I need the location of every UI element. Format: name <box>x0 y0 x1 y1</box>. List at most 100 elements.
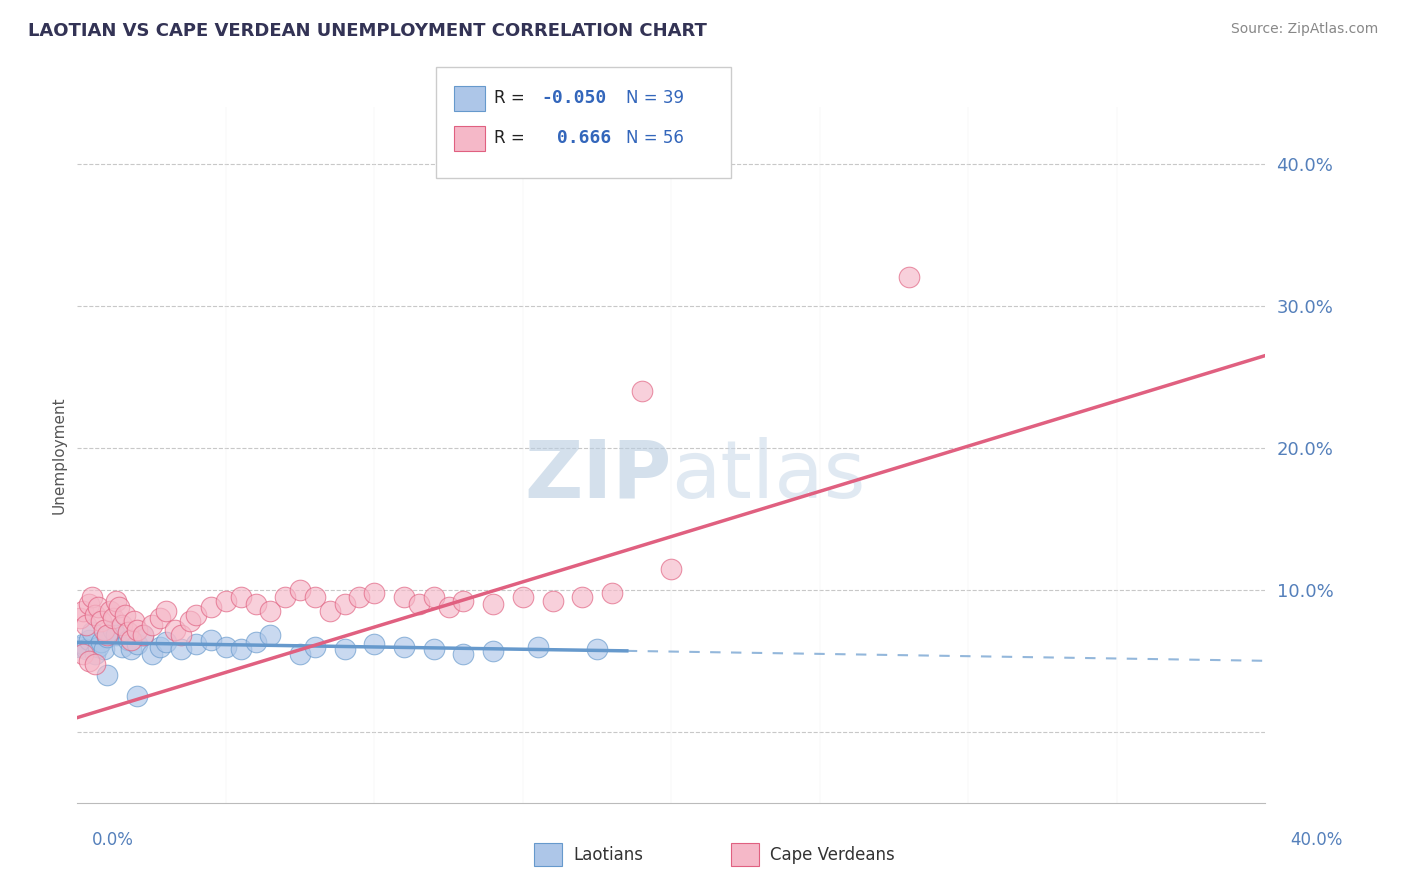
Point <box>586 642 609 657</box>
Point <box>512 590 534 604</box>
Point <box>215 640 238 654</box>
Point <box>200 599 222 614</box>
Point <box>408 597 430 611</box>
Point <box>165 623 187 637</box>
Point <box>114 608 136 623</box>
Point <box>77 597 100 611</box>
Point <box>170 642 193 657</box>
Point <box>141 618 163 632</box>
Text: -0.050: -0.050 <box>541 89 606 107</box>
Point <box>84 647 107 661</box>
Point <box>111 618 134 632</box>
Point <box>333 597 356 611</box>
Point <box>120 632 142 647</box>
Point <box>392 590 415 604</box>
Point <box>363 585 385 599</box>
Point <box>84 608 107 623</box>
Point <box>170 628 193 642</box>
Point <box>319 604 342 618</box>
Point <box>526 640 548 654</box>
Point <box>93 623 115 637</box>
Point <box>93 642 115 657</box>
Text: 0.666: 0.666 <box>546 129 610 147</box>
Point <box>245 597 267 611</box>
Text: 40.0%: 40.0% <box>1291 831 1343 849</box>
Text: R =: R = <box>494 129 524 147</box>
Point <box>82 625 104 640</box>
Point <box>77 632 100 647</box>
Point <box>72 604 94 618</box>
Point <box>259 628 281 642</box>
Point <box>82 590 104 604</box>
Point <box>125 623 148 637</box>
Point <box>179 614 201 628</box>
Point <box>131 628 153 642</box>
Point <box>87 599 110 614</box>
Text: ZIP: ZIP <box>524 437 672 515</box>
Point <box>229 590 252 604</box>
Point <box>149 640 172 654</box>
Point <box>453 594 475 608</box>
Point <box>101 611 124 625</box>
Text: R =: R = <box>494 89 524 107</box>
Point <box>131 628 153 642</box>
Point <box>661 561 683 575</box>
Point <box>288 647 311 661</box>
Point <box>600 585 623 599</box>
Text: N = 39: N = 39 <box>626 89 683 107</box>
Point <box>87 640 110 654</box>
Text: LAOTIAN VS CAPE VERDEAN UNEMPLOYMENT CORRELATION CHART: LAOTIAN VS CAPE VERDEAN UNEMPLOYMENT COR… <box>28 22 707 40</box>
Point <box>69 611 91 625</box>
Point <box>149 611 172 625</box>
Point <box>186 608 208 623</box>
Point <box>155 604 177 618</box>
Point <box>141 647 163 661</box>
Point <box>571 590 593 604</box>
Point <box>437 599 460 614</box>
Point <box>72 637 94 651</box>
Text: atlas: atlas <box>672 437 866 515</box>
Point <box>898 270 921 285</box>
Point <box>104 594 127 608</box>
Text: Source: ZipAtlas.com: Source: ZipAtlas.com <box>1230 22 1378 37</box>
Point <box>215 594 238 608</box>
Point <box>186 637 208 651</box>
Point <box>482 597 505 611</box>
Point <box>259 604 281 618</box>
Point <box>482 644 505 658</box>
Point <box>333 642 356 657</box>
Point <box>155 635 177 649</box>
Point <box>104 628 127 642</box>
Point <box>120 642 142 657</box>
Point <box>363 637 385 651</box>
Point <box>453 647 475 661</box>
Point <box>90 635 112 649</box>
Text: N = 56: N = 56 <box>626 129 683 147</box>
Point <box>72 647 94 661</box>
Point <box>200 632 222 647</box>
Point <box>90 614 112 628</box>
Point <box>117 632 139 647</box>
Text: Laotians: Laotians <box>574 846 644 863</box>
Point <box>101 623 124 637</box>
Point <box>69 640 91 654</box>
Point <box>349 590 371 604</box>
Point <box>75 618 97 632</box>
Text: Cape Verdeans: Cape Verdeans <box>770 846 896 863</box>
Point <box>274 590 297 604</box>
Point <box>84 657 107 671</box>
Point <box>630 384 652 398</box>
Point <box>77 654 100 668</box>
Point <box>229 642 252 657</box>
Y-axis label: Unemployment: Unemployment <box>51 396 66 514</box>
Point <box>541 594 564 608</box>
Text: 0.0%: 0.0% <box>91 831 134 849</box>
Point <box>98 604 121 618</box>
Point <box>304 640 326 654</box>
Point <box>96 668 118 682</box>
Point <box>111 640 134 654</box>
Point <box>117 625 139 640</box>
Point <box>108 599 131 614</box>
Point <box>125 637 148 651</box>
Point <box>392 640 415 654</box>
